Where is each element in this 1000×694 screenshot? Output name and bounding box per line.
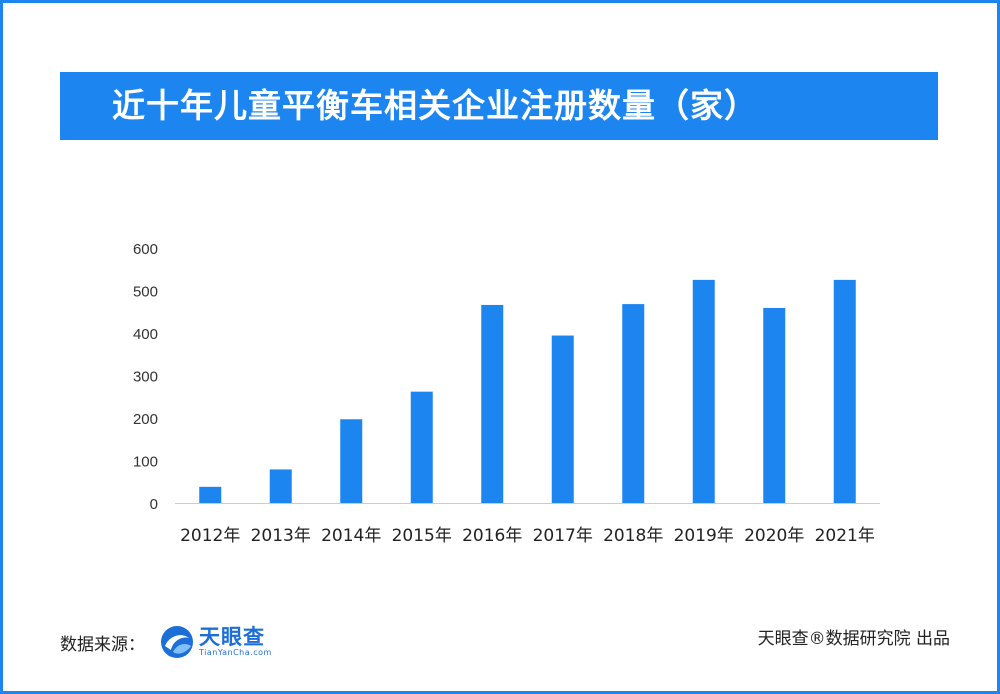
x-axis-labels: 2012年 2013年 2014年 2015年 2016年 2017年 2018年 2019年… [180, 526, 875, 546]
x-tick-label: 2021年 [815, 526, 875, 546]
logo-name: 天眼查 [199, 625, 265, 649]
y-tick-label: 500 [133, 284, 158, 301]
x-tick-label: 2018年 [603, 526, 663, 546]
bar [269, 469, 292, 503]
x-tick-label: 2012年 [180, 526, 240, 546]
bar [692, 279, 715, 503]
bar [410, 391, 433, 503]
y-tick-label: 100 [133, 454, 158, 471]
x-tick-label: 2019年 [674, 526, 734, 546]
y-axis-ticks: 0 100 200 300 400 500 600 [133, 241, 158, 513]
y-tick-label: 200 [133, 411, 158, 428]
x-tick-label: 2020年 [744, 526, 804, 546]
chart-title: 近十年儿童平衡车相关企业注册数量（家） [112, 86, 758, 125]
bar [340, 419, 363, 503]
bar [833, 279, 856, 503]
logo-icon [161, 626, 193, 658]
bar [763, 307, 786, 503]
bar [551, 335, 574, 503]
credit-text: 天眼查®数据研究院 出品 [757, 629, 950, 649]
y-tick-label: 300 [133, 369, 158, 386]
source-label: 数据来源： [60, 634, 145, 655]
x-tick-label: 2013年 [251, 526, 311, 546]
y-tick-label: 600 [133, 241, 158, 258]
bar [622, 304, 645, 503]
bar [199, 486, 222, 503]
data-source: 数据来源： 天眼查 TianYanCha.com [60, 622, 272, 662]
bars-group [199, 279, 856, 503]
x-tick-label: 2017年 [533, 526, 593, 546]
x-tick-label: 2016年 [462, 526, 522, 546]
x-tick-label: 2015年 [392, 526, 452, 546]
bar [481, 304, 504, 503]
y-tick-label: 0 [150, 496, 158, 513]
y-tick-label: 400 [133, 326, 158, 343]
logo-url: TianYanCha.com [199, 648, 272, 657]
tianyancha-logo: 天眼查 TianYanCha.com [159, 624, 272, 660]
x-tick-label: 2014年 [321, 526, 381, 546]
title-banner: 近十年儿童平衡车相关企业注册数量（家） [60, 72, 938, 140]
